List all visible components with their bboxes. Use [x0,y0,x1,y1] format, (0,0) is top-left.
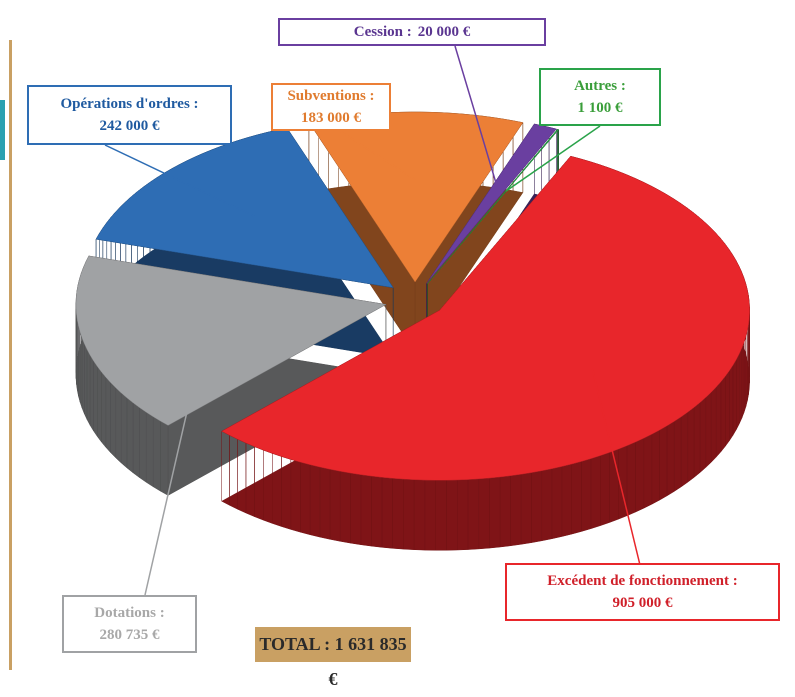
slice [427,129,560,284]
label-box: Dotations : 280 735 € [62,595,197,653]
label-box: Subventions : 183 000 € [271,83,391,131]
page: TOTAL : 1 631 835 € Excédent de fonction… [0,18,780,689]
label-box: Autres : 1 100 € [539,68,661,126]
leader-line [591,368,641,566]
chart [0,40,750,670]
side-tab [0,100,5,160]
slice-name: Autres : [574,78,626,94]
slice [426,123,557,284]
pie [75,111,750,551]
value-label: 20 000 € [417,24,471,40]
slice [75,255,387,426]
total-label: TOTAL : 1 631 835 € [255,627,411,689]
slice [95,127,394,288]
leader-line [339,130,417,181]
slice-name: Opérations d'ordres : [60,96,199,112]
value-label: 280 735 € [99,627,160,643]
leader-line [505,125,601,192]
leader-line [454,45,499,190]
label-box: Excédent de fonctionnement : 905 000 € [505,563,780,621]
leader-line [144,329,207,596]
value-label: 242 000 € [99,118,160,134]
value-label: 1 100 € [577,100,623,116]
side-rule [9,40,12,670]
slice-name: Cession : [353,24,412,40]
slice [221,155,750,481]
value-label: 183 000 € [301,110,361,126]
label-box: Opérations d'ordres : 242 000 € [27,85,232,145]
leader-line [104,144,259,219]
value-label: 905 000 € [612,595,673,611]
slice-name: Dotations : [94,605,165,621]
slice-name: Excédent de fonctionnement : [547,573,738,589]
slice-name: Subventions : [287,88,375,104]
label-box: Cession : 20 000 € [278,18,546,46]
